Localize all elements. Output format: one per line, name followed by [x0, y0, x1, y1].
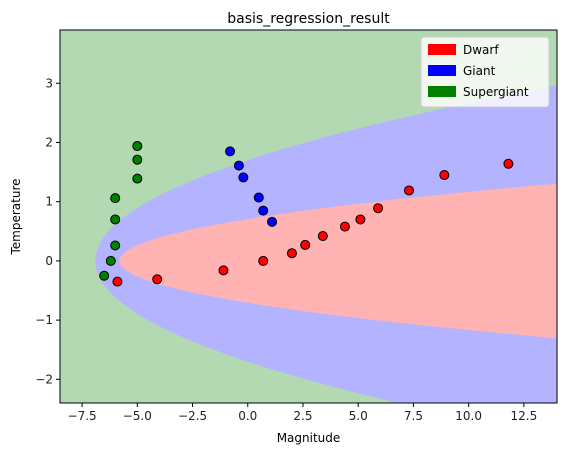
y-tick-label: 3 — [45, 76, 53, 90]
axes-frame — [59, 29, 558, 404]
region-dwarf — [119, 183, 557, 339]
data-point-giant — [267, 216, 278, 227]
data-point-supergiant — [110, 193, 121, 204]
data-point-dwarf — [218, 265, 229, 276]
data-point-supergiant — [132, 173, 143, 184]
data-point-dwarf — [404, 185, 415, 196]
data-point-dwarf — [286, 248, 297, 259]
legend: Dwarf Giant Supergiant — [420, 36, 550, 108]
y-tick-label: −2 — [35, 372, 53, 386]
data-point-giant — [238, 172, 249, 183]
x-tick-label: 12.5 — [511, 409, 538, 423]
data-point-giant — [225, 146, 236, 157]
data-point-dwarf — [439, 170, 450, 181]
data-point-dwarf — [339, 221, 350, 232]
x-tick-label: 7.5 — [404, 409, 423, 423]
x-tick-label: 0.0 — [238, 409, 257, 423]
x-tick-label: 2.5 — [293, 409, 312, 423]
x-tick-label: −5.0 — [123, 409, 152, 423]
legend-label-dwarf: Dwarf — [463, 43, 499, 57]
data-point-dwarf — [355, 214, 366, 225]
x-tick-label: −2.5 — [178, 409, 207, 423]
data-point-dwarf — [152, 274, 163, 285]
legend-swatch-giant — [428, 65, 456, 76]
legend-swatch-dwarf — [428, 44, 456, 55]
data-point-supergiant — [99, 270, 110, 281]
data-points — [99, 141, 514, 287]
data-point-dwarf — [258, 255, 269, 266]
y-axis: −2 −1 0 1 2 3 — [35, 76, 60, 386]
y-tick-label: 1 — [45, 195, 53, 209]
data-point-supergiant — [132, 154, 143, 165]
data-point-supergiant — [105, 255, 116, 266]
y-tick-label: −1 — [35, 313, 53, 327]
data-point-giant — [253, 192, 264, 203]
data-point-supergiant — [110, 240, 121, 251]
data-point-dwarf — [373, 203, 384, 214]
data-point-dwarf — [300, 239, 311, 250]
x-tick-label: 5.0 — [349, 409, 368, 423]
legend-label-supergiant: Supergiant — [463, 85, 529, 99]
data-point-supergiant — [132, 141, 143, 152]
x-tick-label: −7.5 — [68, 409, 97, 423]
x-axis: −7.5 −5.0 −2.5 0.0 2.5 5.0 7.5 10.0 12.5 — [68, 403, 538, 423]
y-axis-label: Temperature — [9, 178, 23, 255]
chart-title: basis_regression_result — [227, 11, 390, 27]
y-tick-label: 2 — [45, 135, 53, 149]
data-point-giant — [233, 160, 244, 171]
legend-swatch-supergiant — [428, 86, 456, 97]
data-point-dwarf — [503, 158, 514, 169]
data-point-supergiant — [110, 214, 121, 225]
legend-label-giant: Giant — [463, 64, 496, 78]
y-tick-label: 0 — [45, 254, 53, 268]
x-tick-label: 10.0 — [455, 409, 482, 423]
data-point-dwarf — [317, 231, 328, 242]
data-point-dwarf — [112, 276, 123, 287]
x-axis-label: Magnitude — [277, 431, 341, 445]
data-point-giant — [258, 205, 269, 216]
